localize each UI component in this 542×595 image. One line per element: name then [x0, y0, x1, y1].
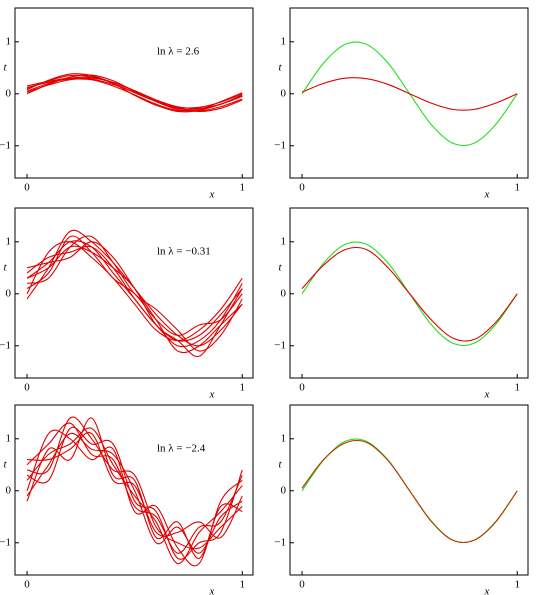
y-tick-label: −1 [274, 139, 286, 151]
curve [26, 241, 243, 354]
y-tick-label: 1 [281, 235, 287, 247]
curve [26, 429, 243, 567]
x-axis-label: x [484, 189, 490, 201]
y-tick-label: 0 [281, 287, 287, 299]
y-tick-label: 0 [281, 87, 287, 99]
x-axis-label: x [484, 586, 490, 595]
curve [26, 77, 243, 113]
y-tick-label: 1 [281, 35, 287, 47]
plot-frame [289, 7, 529, 179]
curve [26, 73, 243, 113]
x-axis-label: x [209, 389, 215, 401]
x-tick-label: 0 [299, 579, 305, 591]
x-tick-label: 1 [514, 182, 520, 194]
x-tick-label: 0 [24, 182, 30, 194]
curve [26, 432, 243, 554]
y-axis-label: t [3, 262, 7, 274]
x-tick-label: 1 [514, 382, 520, 394]
y-axis-label: t [278, 262, 282, 274]
y-tick-label: −1 [0, 139, 11, 151]
y-tick-label: −1 [0, 536, 11, 548]
annotation: ln λ = 2.6 [157, 46, 200, 58]
x-tick-label: 0 [299, 382, 305, 394]
y-tick-label: 0 [6, 87, 12, 99]
curve [26, 427, 243, 565]
x-tick-label: 1 [239, 579, 245, 591]
curve [301, 246, 518, 342]
y-tick-label: −1 [0, 339, 11, 351]
annotation: ln λ = −0.31 [157, 246, 211, 258]
x-axis-label: x [209, 586, 215, 595]
x-tick-label: 0 [24, 382, 30, 394]
annotation: ln λ = −2.4 [157, 443, 206, 455]
curve [26, 416, 243, 550]
plot-frame [289, 207, 529, 379]
y-tick-label: 1 [6, 235, 12, 247]
y-axis-label: t [278, 62, 282, 74]
y-axis-label: t [3, 459, 7, 471]
y-tick-label: −1 [274, 536, 286, 548]
y-axis-label: t [3, 62, 7, 74]
curve [26, 245, 243, 348]
y-axis-label: t [278, 459, 282, 471]
y-tick-label: 1 [6, 35, 12, 47]
x-tick-label: 1 [239, 382, 245, 394]
curve [301, 77, 518, 111]
curve [26, 245, 243, 358]
curve [26, 235, 243, 336]
plot-frame [14, 404, 254, 576]
x-tick-label: 1 [514, 579, 520, 591]
curve [26, 241, 243, 342]
plot-frame [289, 404, 529, 576]
curve [26, 77, 243, 109]
x-tick-label: 1 [239, 182, 245, 194]
plot-frame [14, 207, 254, 379]
x-tick-label: 0 [24, 579, 30, 591]
x-axis-label: x [484, 389, 490, 401]
y-tick-label: 0 [6, 287, 12, 299]
y-tick-label: 0 [281, 484, 287, 496]
x-axis-label: x [209, 189, 215, 201]
y-tick-label: −1 [274, 339, 286, 351]
curve [301, 439, 518, 544]
y-tick-label: 1 [6, 432, 12, 444]
y-tick-label: 0 [6, 484, 12, 496]
x-tick-label: 0 [299, 182, 305, 194]
y-tick-label: 1 [281, 432, 287, 444]
plot-frame [14, 7, 254, 179]
